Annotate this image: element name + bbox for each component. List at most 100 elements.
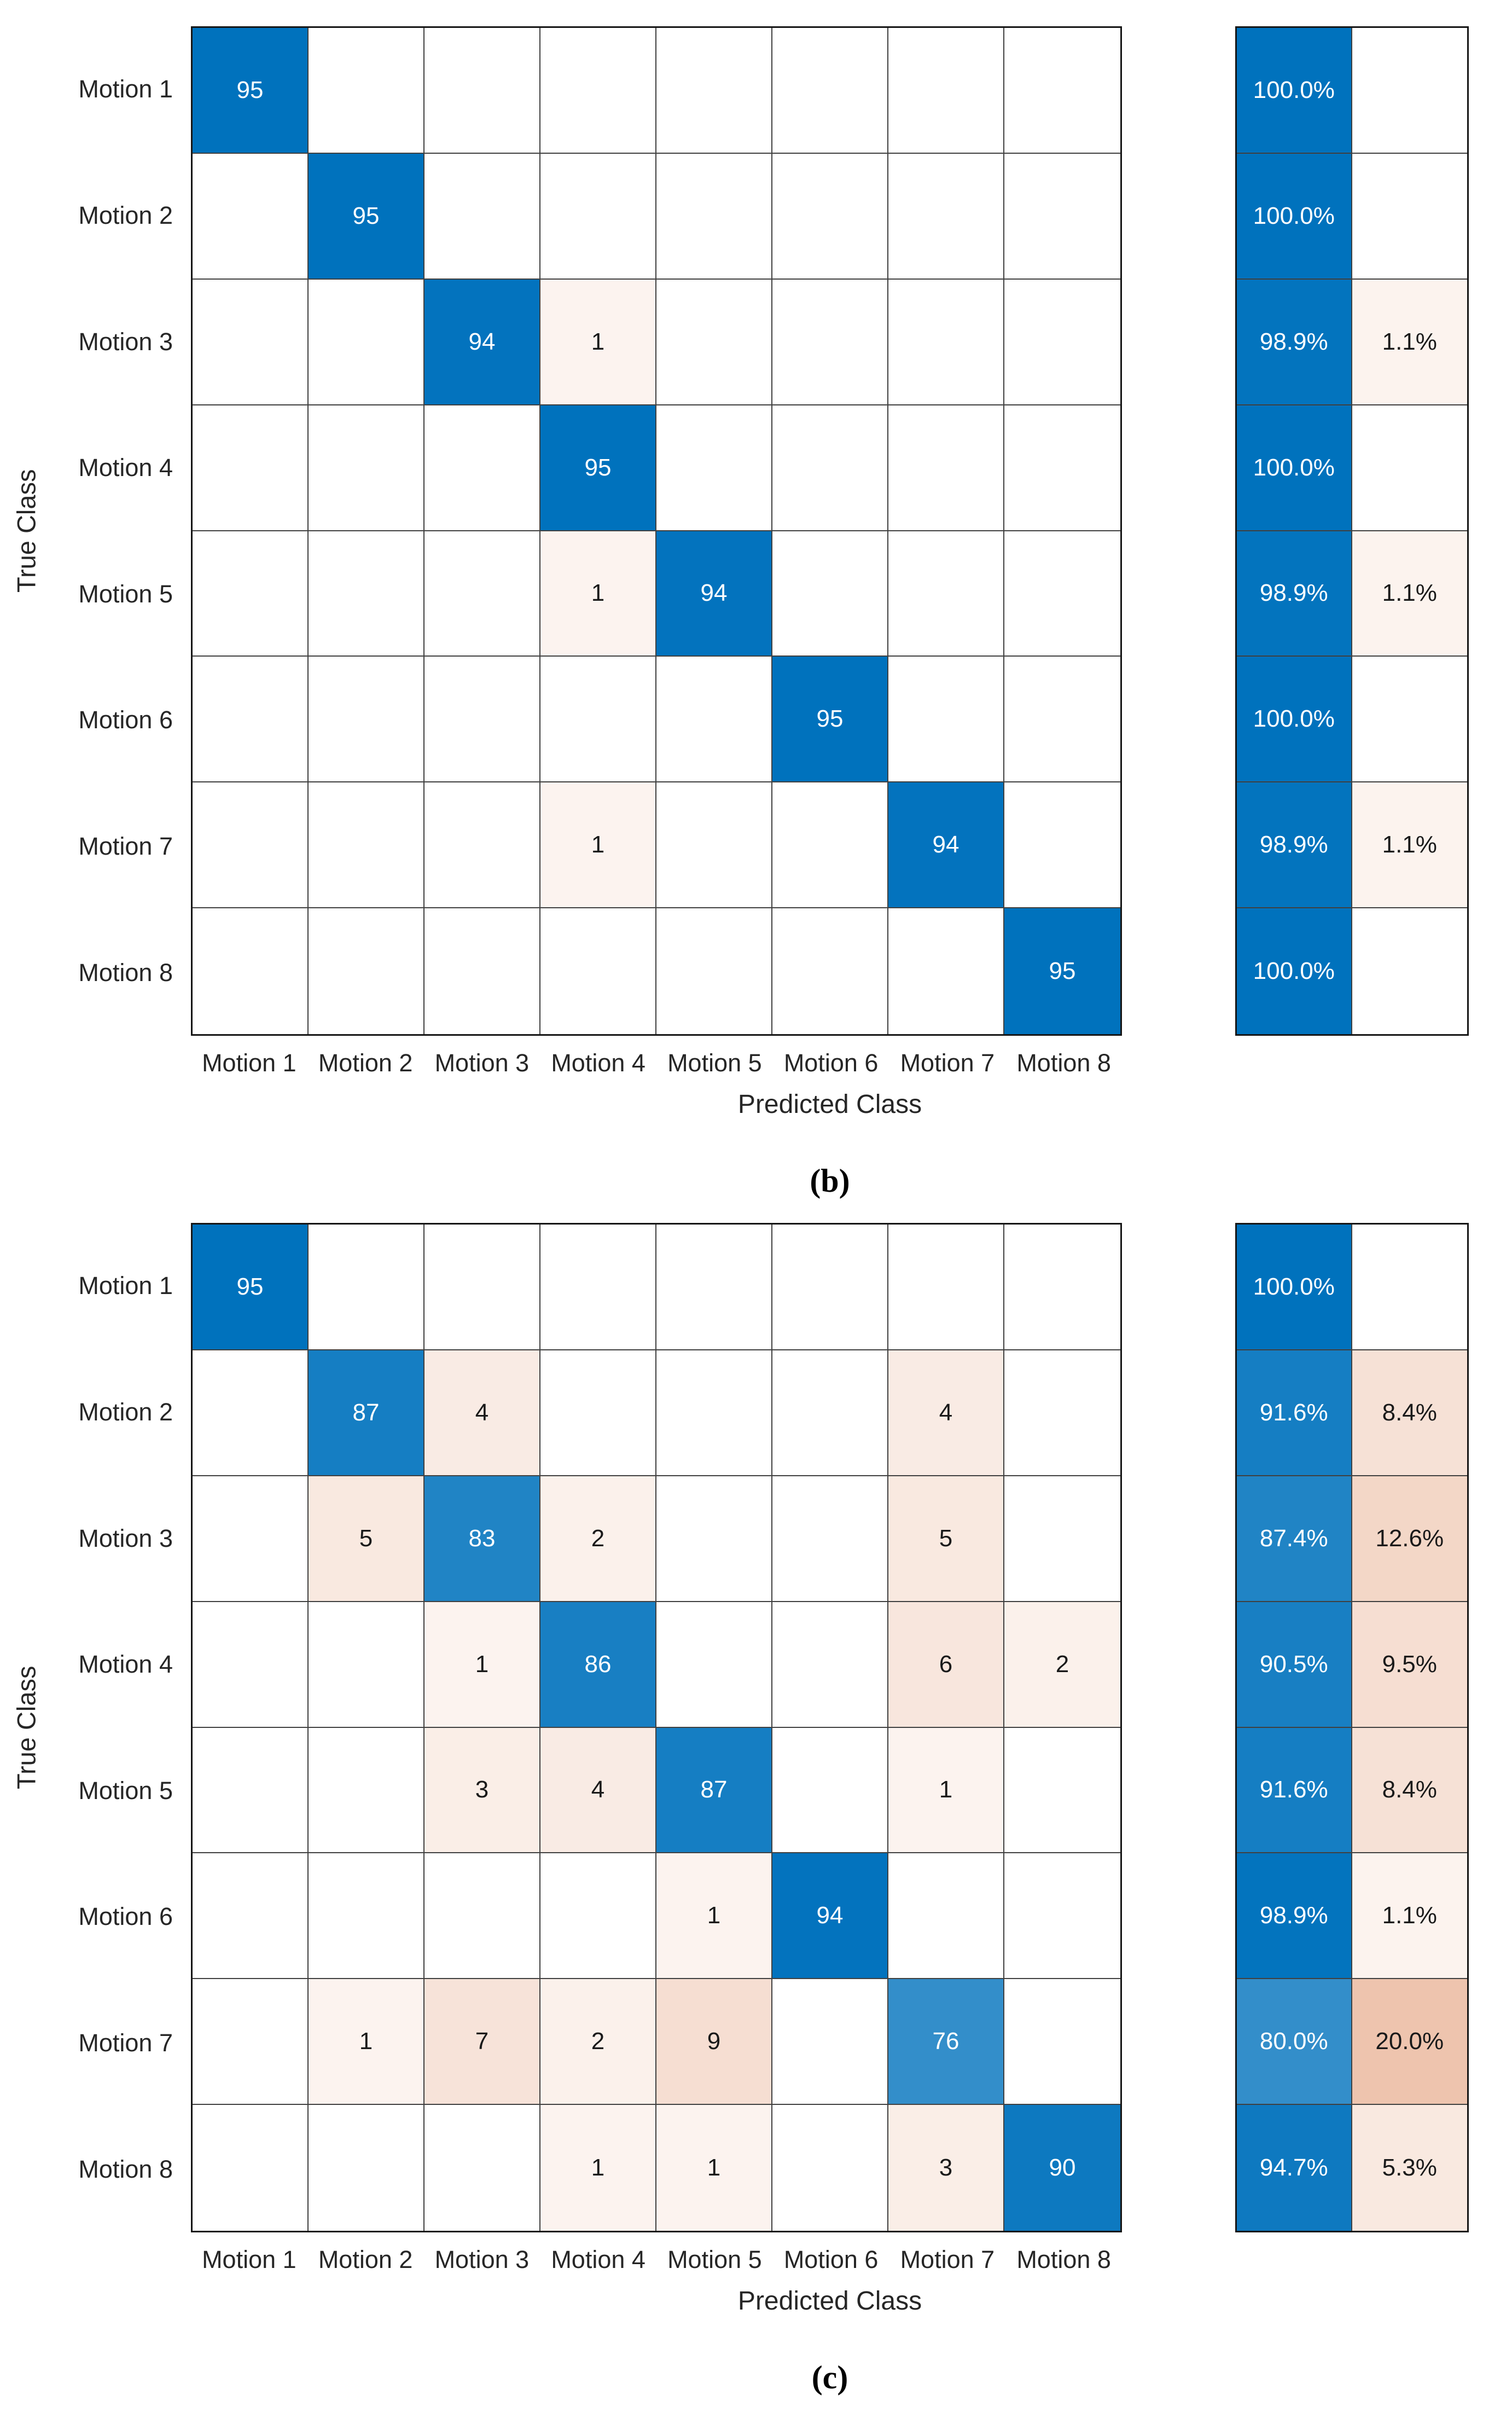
matrix-cell: 95 [772,657,888,783]
matrix-cell [1004,154,1120,280]
matrix-cell: 2 [540,1979,656,2105]
matrix-cell: 95 [193,28,309,154]
x-tick-label: Motion 3 [434,1049,530,1077]
matrix-cell [772,28,888,154]
matrix-cell: 94 [772,1853,888,1980]
matrix-cell [888,405,1004,531]
matrix-cell [772,2105,888,2231]
matrix-cell [193,908,309,1034]
matrix-cell [309,1727,424,1854]
matrix-cell [309,405,424,531]
matrix-cell [309,908,424,1034]
summary-recall-cell: 100.0% [1237,1225,1352,1350]
figure-caption: (c) [811,2359,848,2395]
matrix-cell [309,279,424,405]
row-summary-grid: 100.0% 100.0% 98.9% 1.1% 100.0% 98.9% 1.1% 100.… [1235,26,1469,1036]
matrix-cell [888,657,1004,783]
matrix-cell [772,1225,888,1350]
matrix-cell [193,1727,309,1854]
summary-recall-cell: 98.9% [1237,1853,1352,1980]
matrix-cell [540,1225,656,1350]
row-label: Motion 3 [78,327,173,356]
matrix-cell: 86 [540,1602,656,1728]
x-tick-label: Motion 3 [434,2246,530,2273]
matrix-cell [772,908,888,1034]
matrix-cell [1004,1979,1120,2105]
confusion-matrix-grid: 95 87 4 4 5 83 2 5 1 86 6 2 3 4 87 1 1 94 1 7 2 9 76 1 1 3 90 [191,1223,1122,2232]
matrix-cell: 5 [888,1476,1004,1602]
matrix-cell [309,1225,424,1350]
matrix-cell: 76 [888,1979,1004,2105]
matrix-cell [309,657,424,783]
matrix-cell [193,1350,309,1476]
matrix-cell: 4 [424,1350,540,1476]
summary-missrate-cell [1352,154,1467,280]
matrix-cell: 1 [540,782,656,909]
matrix-cell: 5 [309,1476,424,1602]
summary-missrate-cell: 1.1% [1352,1853,1467,1980]
matrix-cell: 1 [888,1727,1004,1854]
summary-recall-cell: 91.6% [1237,1727,1352,1854]
summary-recall-cell: 87.4% [1237,1476,1352,1602]
matrix-cell [888,908,1004,1034]
matrix-cell [888,153,1004,280]
matrix-cell [309,1853,424,1980]
summary-recall-cell: 98.9% [1237,279,1352,405]
matrix-cell: 1 [656,1853,772,1980]
x-tick-label: Motion 1 [202,1049,296,1077]
matrix-cell [193,2105,309,2231]
matrix-cell: 95 [540,405,656,531]
summary-recall-cell: 100.0% [1237,908,1352,1034]
summary-missrate-cell: 20.0% [1352,1979,1467,2105]
row-label: Motion 2 [78,1397,173,1426]
matrix-cell [193,1853,309,1980]
matrix-cell [1004,28,1120,154]
summary-recall-cell: 98.9% [1237,531,1352,657]
matrix-cell [424,2105,540,2231]
matrix-cell: 1 [540,531,656,657]
summary-missrate-cell [1352,908,1468,1034]
x-tick-label: Motion 7 [900,2246,995,2273]
matrix-cell [656,279,772,405]
matrix-cell [1004,1853,1120,1980]
summary-recall-cell: 100.0% [1237,657,1352,783]
matrix-cell [193,405,309,531]
matrix-cell [1004,782,1120,909]
matrix-cell [888,28,1004,154]
matrix-cell: 1 [656,2105,772,2231]
matrix-cell [424,153,540,280]
matrix-cell: 94 [656,531,772,657]
matrix-cell [772,1602,888,1728]
matrix-cell [424,28,540,154]
x-tick-label: Motion 2 [318,2246,413,2273]
summary-missrate-cell [1352,657,1467,783]
matrix-cell: 95 [193,1225,309,1350]
y-axis-label: True Class [11,1666,41,1790]
matrix-cell [424,1853,540,1980]
summary-recall-cell: 91.6% [1237,1350,1352,1476]
matrix-cell [540,657,656,783]
summary-missrate-cell: 1.1% [1352,782,1467,909]
confusion-matrix-grid: 95 95 94 1 95 1 94 95 1 94 95 [191,26,1122,1036]
matrix-cell [1004,1350,1120,1476]
matrix-cell [888,1853,1004,1980]
summary-missrate-cell [1352,28,1467,154]
matrix-cell [1004,1476,1120,1602]
matrix-cell [424,1225,540,1350]
matrix-cell [193,153,309,280]
matrix-cell [540,1853,656,1980]
matrix-cell [772,405,888,531]
matrix-cell [424,405,540,531]
summary-missrate-cell: 5.3% [1352,2105,1467,2231]
matrix-cell: 2 [540,1476,656,1602]
x-tick-label: Motion 1 [202,2246,296,2273]
row-label: Motion 6 [78,706,173,734]
matrix-cell: 1 [540,2105,656,2231]
matrix-cell: 1 [309,1979,424,2105]
matrix-cell [1004,280,1120,405]
row-label: Motion 7 [78,2029,173,2057]
predicted-class-labels: Motion 1 Motion 2 Motion 3 Motion 4 Motion 5… [191,2243,1122,2276]
row-label: Motion 3 [78,1524,173,1552]
row-label: Motion 1 [78,1272,173,1300]
